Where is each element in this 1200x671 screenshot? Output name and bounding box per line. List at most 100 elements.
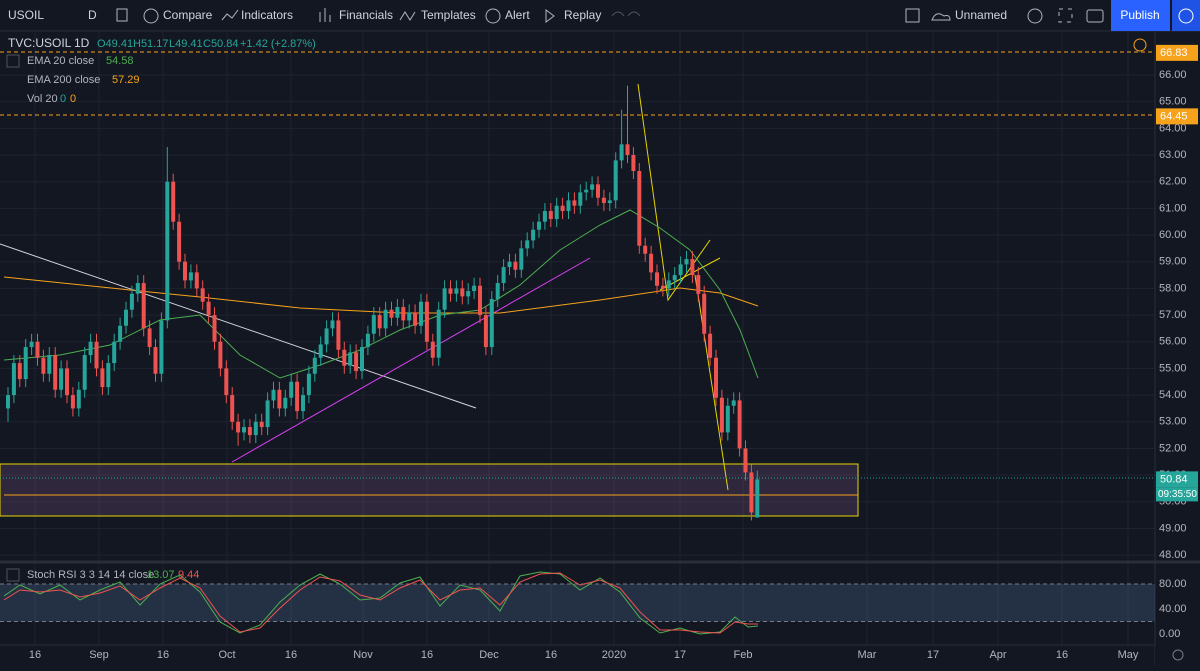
countdown-tag xyxy=(1156,487,1198,502)
candle-body xyxy=(696,275,701,294)
time-label: 2020 xyxy=(602,649,626,661)
candle-body xyxy=(743,448,748,473)
corner xyxy=(1155,646,1200,666)
candle-body xyxy=(354,352,359,372)
publish-menu[interactable] xyxy=(1172,0,1200,31)
publish[interactable]: Publish xyxy=(1120,8,1159,22)
time-label: 17 xyxy=(927,649,939,661)
settings-icon[interactable] xyxy=(1172,649,1184,661)
candle-body xyxy=(94,341,99,369)
price-label: 66.00 xyxy=(1159,69,1187,81)
price-tag xyxy=(1156,108,1198,125)
candle-body xyxy=(124,309,128,326)
toolbar: USOIL D Compare Indicators Financials Te… xyxy=(0,0,1200,32)
stoch-toggle[interactable] xyxy=(6,568,20,582)
candle-body xyxy=(230,395,235,422)
templates[interactable]: Templates xyxy=(421,8,476,22)
time-label: 16 xyxy=(1056,649,1068,661)
candle-body xyxy=(171,181,176,222)
alert[interactable]: Alert xyxy=(505,8,530,22)
candle-body xyxy=(306,373,311,396)
time-label: Sep xyxy=(89,649,109,661)
candle-body xyxy=(383,309,388,329)
candle-body xyxy=(200,288,205,302)
candle-body xyxy=(212,315,217,342)
candle-body xyxy=(590,184,595,190)
candle-body xyxy=(159,320,164,374)
price-label: 59.00 xyxy=(1159,256,1187,268)
candle-body xyxy=(407,312,412,321)
interval[interactable]: D xyxy=(88,8,97,22)
vol-value: 0 xyxy=(60,93,66,105)
candle-body xyxy=(194,272,199,289)
price-tag-label: 50.84 xyxy=(1160,473,1188,485)
candle-body xyxy=(483,315,488,348)
candle-body xyxy=(371,315,376,334)
publish-button[interactable] xyxy=(1111,0,1170,31)
countdown: 09:35:50 xyxy=(1158,489,1197,500)
indicators-icon xyxy=(221,9,239,21)
candle-body xyxy=(666,280,671,289)
candle-body xyxy=(330,320,335,329)
legend-interval: 1D xyxy=(74,36,90,50)
candle-body xyxy=(348,352,353,366)
candle-body xyxy=(65,368,69,396)
candle-body xyxy=(519,248,524,270)
chart-style-icon[interactable] xyxy=(116,8,128,22)
indicators[interactable]: Indicators xyxy=(241,8,293,22)
price-label: 60.00 xyxy=(1159,229,1187,241)
candle-body xyxy=(183,261,187,281)
candle-body xyxy=(23,347,28,380)
alert-icon[interactable] xyxy=(1133,38,1147,52)
trend-line[interactable] xyxy=(0,243,477,409)
candle-body xyxy=(401,307,406,321)
candle-body xyxy=(672,275,677,281)
candle-body xyxy=(613,160,618,201)
support-zone[interactable] xyxy=(0,463,859,517)
templates-icon xyxy=(399,11,416,21)
compare[interactable]: Compare xyxy=(163,8,213,22)
candle-body xyxy=(129,293,134,310)
time-label: Oct xyxy=(218,649,235,661)
fullscreen-icon[interactable] xyxy=(1058,8,1073,23)
stoch-k-value: 13.07 xyxy=(147,569,175,581)
price-label: 64.00 xyxy=(1159,122,1187,134)
candle-body xyxy=(11,363,16,396)
candle-body xyxy=(177,221,182,262)
price-label: 62.00 xyxy=(1159,176,1187,188)
layout-name[interactable]: Unnamed xyxy=(955,8,1007,22)
stoch-legend: Stoch RSI 3 3 14 14 close xyxy=(27,569,154,581)
financials[interactable]: Financials xyxy=(339,8,393,22)
legend-close: C50.84 xyxy=(203,38,238,50)
checkbox[interactable] xyxy=(905,8,920,23)
vol-ma-value: 0 xyxy=(70,93,76,105)
candle-body xyxy=(153,347,158,374)
settings-icon[interactable] xyxy=(1027,8,1043,24)
candle-body xyxy=(601,197,606,204)
price-tag-label: 66.83 xyxy=(1160,47,1188,59)
candle-body xyxy=(501,267,506,284)
candle-body xyxy=(637,171,642,246)
candle-body xyxy=(507,261,512,268)
candle-body xyxy=(76,389,81,409)
stoch-band xyxy=(0,584,1155,622)
symbol[interactable]: USOIL xyxy=(8,8,44,22)
candle-body xyxy=(714,357,718,398)
undo-redo[interactable] xyxy=(611,11,641,17)
candle-body xyxy=(218,341,223,369)
snapshot-icon[interactable] xyxy=(1086,9,1104,23)
candle-body xyxy=(684,259,689,265)
legend-toggle[interactable] xyxy=(6,54,20,68)
time-label: 16 xyxy=(421,649,433,661)
candle-body xyxy=(625,144,630,156)
trend-line[interactable] xyxy=(231,257,591,463)
replay[interactable]: Replay xyxy=(564,8,601,22)
candle-body xyxy=(165,181,170,321)
time-label: 16 xyxy=(29,649,41,661)
candle-body xyxy=(460,288,465,297)
candle-body xyxy=(578,192,583,206)
candle-body xyxy=(731,400,736,406)
time-label: Apr xyxy=(989,649,1006,661)
